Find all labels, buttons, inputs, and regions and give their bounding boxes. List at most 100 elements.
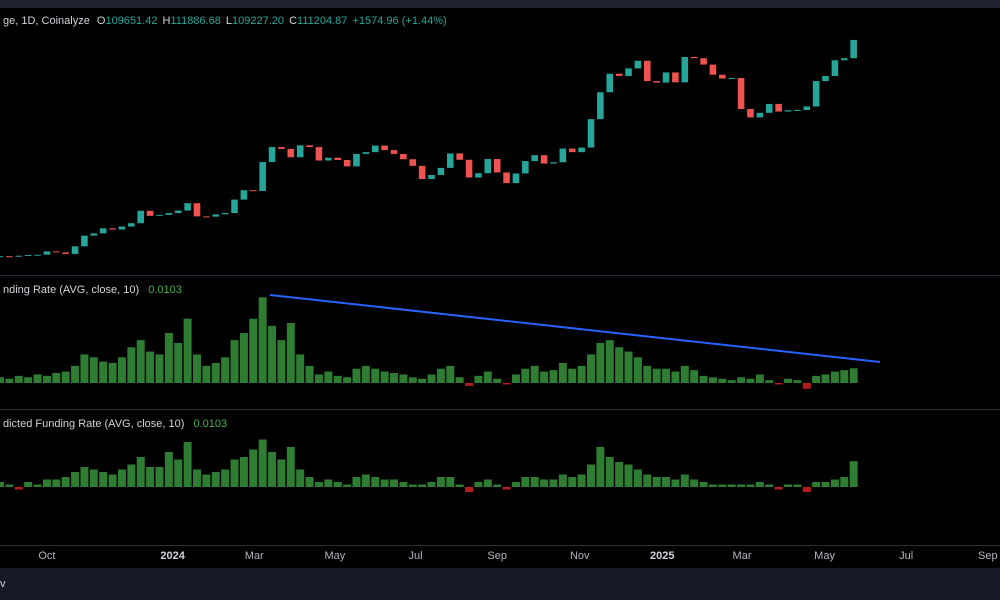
funding-bar <box>605 340 614 383</box>
funding-bar <box>436 477 445 487</box>
x-tick-label: Jul <box>409 550 423 562</box>
candle <box>653 81 660 83</box>
candle <box>268 147 276 163</box>
funding-bar <box>455 377 464 383</box>
ohlc-value: 109651.42 <box>105 15 157 27</box>
funding-bar <box>136 457 145 487</box>
candle <box>334 157 341 161</box>
x-tick-label: Sep <box>487 550 507 562</box>
funding-bar <box>221 357 230 383</box>
funding-bar <box>239 457 248 487</box>
funding-bar <box>502 383 511 385</box>
candle <box>634 60 642 69</box>
candle <box>672 72 679 83</box>
bottom-bar <box>0 568 1000 600</box>
funding-bar <box>483 479 492 487</box>
candle <box>34 254 41 256</box>
x-tick-label: Jul <box>899 550 913 562</box>
funding-bar <box>268 452 277 487</box>
funding-bar <box>108 474 117 487</box>
candle <box>221 213 229 215</box>
candle <box>719 74 726 79</box>
funding-bar <box>680 365 689 383</box>
funding-bar <box>465 383 474 386</box>
candle <box>231 199 238 214</box>
funding-bar <box>127 464 136 487</box>
funding-bar <box>371 368 380 383</box>
candle <box>240 190 248 200</box>
funding-bar <box>737 377 746 383</box>
funding-bar <box>530 365 539 383</box>
indicator-title: dicted Funding Rate (AVG, close, 10) <box>3 418 184 430</box>
funding-bar <box>812 482 821 487</box>
candle <box>512 173 520 184</box>
funding-bar <box>840 477 849 487</box>
funding-bar <box>802 487 811 492</box>
funding-bar <box>493 378 502 383</box>
funding-bar <box>230 459 239 487</box>
funding-bar <box>333 375 342 383</box>
funding-bar <box>258 297 267 383</box>
funding-bar <box>690 479 699 487</box>
candle <box>850 39 857 59</box>
x-tick-label: Oct <box>38 550 55 562</box>
funding-bar <box>296 469 305 487</box>
funding-bar <box>774 487 783 490</box>
candle <box>756 112 764 118</box>
funding-bar <box>277 459 286 487</box>
funding-bar <box>427 374 436 383</box>
funding-bar <box>211 472 220 487</box>
funding-bar <box>268 325 277 383</box>
funding-bar <box>296 354 305 383</box>
funding-bar <box>183 318 192 383</box>
funding-bar <box>784 484 792 487</box>
funding-bar <box>774 383 783 385</box>
candle <box>550 162 557 164</box>
candle <box>437 167 445 175</box>
funding-bar <box>333 482 342 487</box>
funding-bar <box>164 333 173 383</box>
funding-bar <box>708 484 717 487</box>
candle <box>597 92 604 120</box>
funding-bar <box>446 365 455 383</box>
funding-bar <box>699 482 708 487</box>
funding-bar <box>577 365 586 383</box>
funding-bar <box>164 452 173 487</box>
candle <box>343 160 351 167</box>
ohlc-value: 111886.68 <box>170 15 220 27</box>
candle <box>128 223 135 227</box>
indicator-value: 0.0103 <box>193 418 227 430</box>
x-tick-label: Mar <box>733 550 752 562</box>
candle <box>831 60 839 76</box>
candle <box>325 157 332 161</box>
funding-bar <box>624 351 633 383</box>
funding-bar <box>71 365 80 383</box>
funding-bar <box>830 371 839 383</box>
candle <box>203 216 210 218</box>
funding-bar <box>511 374 520 383</box>
funding-bar <box>202 365 211 383</box>
funding-bar <box>33 484 42 487</box>
funding-bar <box>24 482 33 487</box>
ohlc-label: L <box>226 15 232 27</box>
funding-bar <box>390 479 398 487</box>
funding-bar <box>718 378 727 383</box>
ohlc-value: 109227.20 <box>232 15 284 27</box>
funding-bar <box>849 368 858 383</box>
funding-bar <box>305 477 314 487</box>
funding-bar <box>221 469 230 487</box>
funding-bar <box>446 477 455 487</box>
top-bar <box>0 0 1000 8</box>
funding-bar <box>314 482 323 487</box>
candle <box>99 228 107 234</box>
candle <box>475 173 482 178</box>
funding-bar <box>99 361 108 383</box>
funding-bar <box>14 487 23 490</box>
candle <box>390 150 398 154</box>
candle <box>109 228 116 230</box>
candle <box>15 255 23 257</box>
funding-bar <box>765 484 774 487</box>
funding-bar <box>690 370 699 383</box>
funding-bar <box>249 318 258 383</box>
funding-bar <box>155 467 164 487</box>
